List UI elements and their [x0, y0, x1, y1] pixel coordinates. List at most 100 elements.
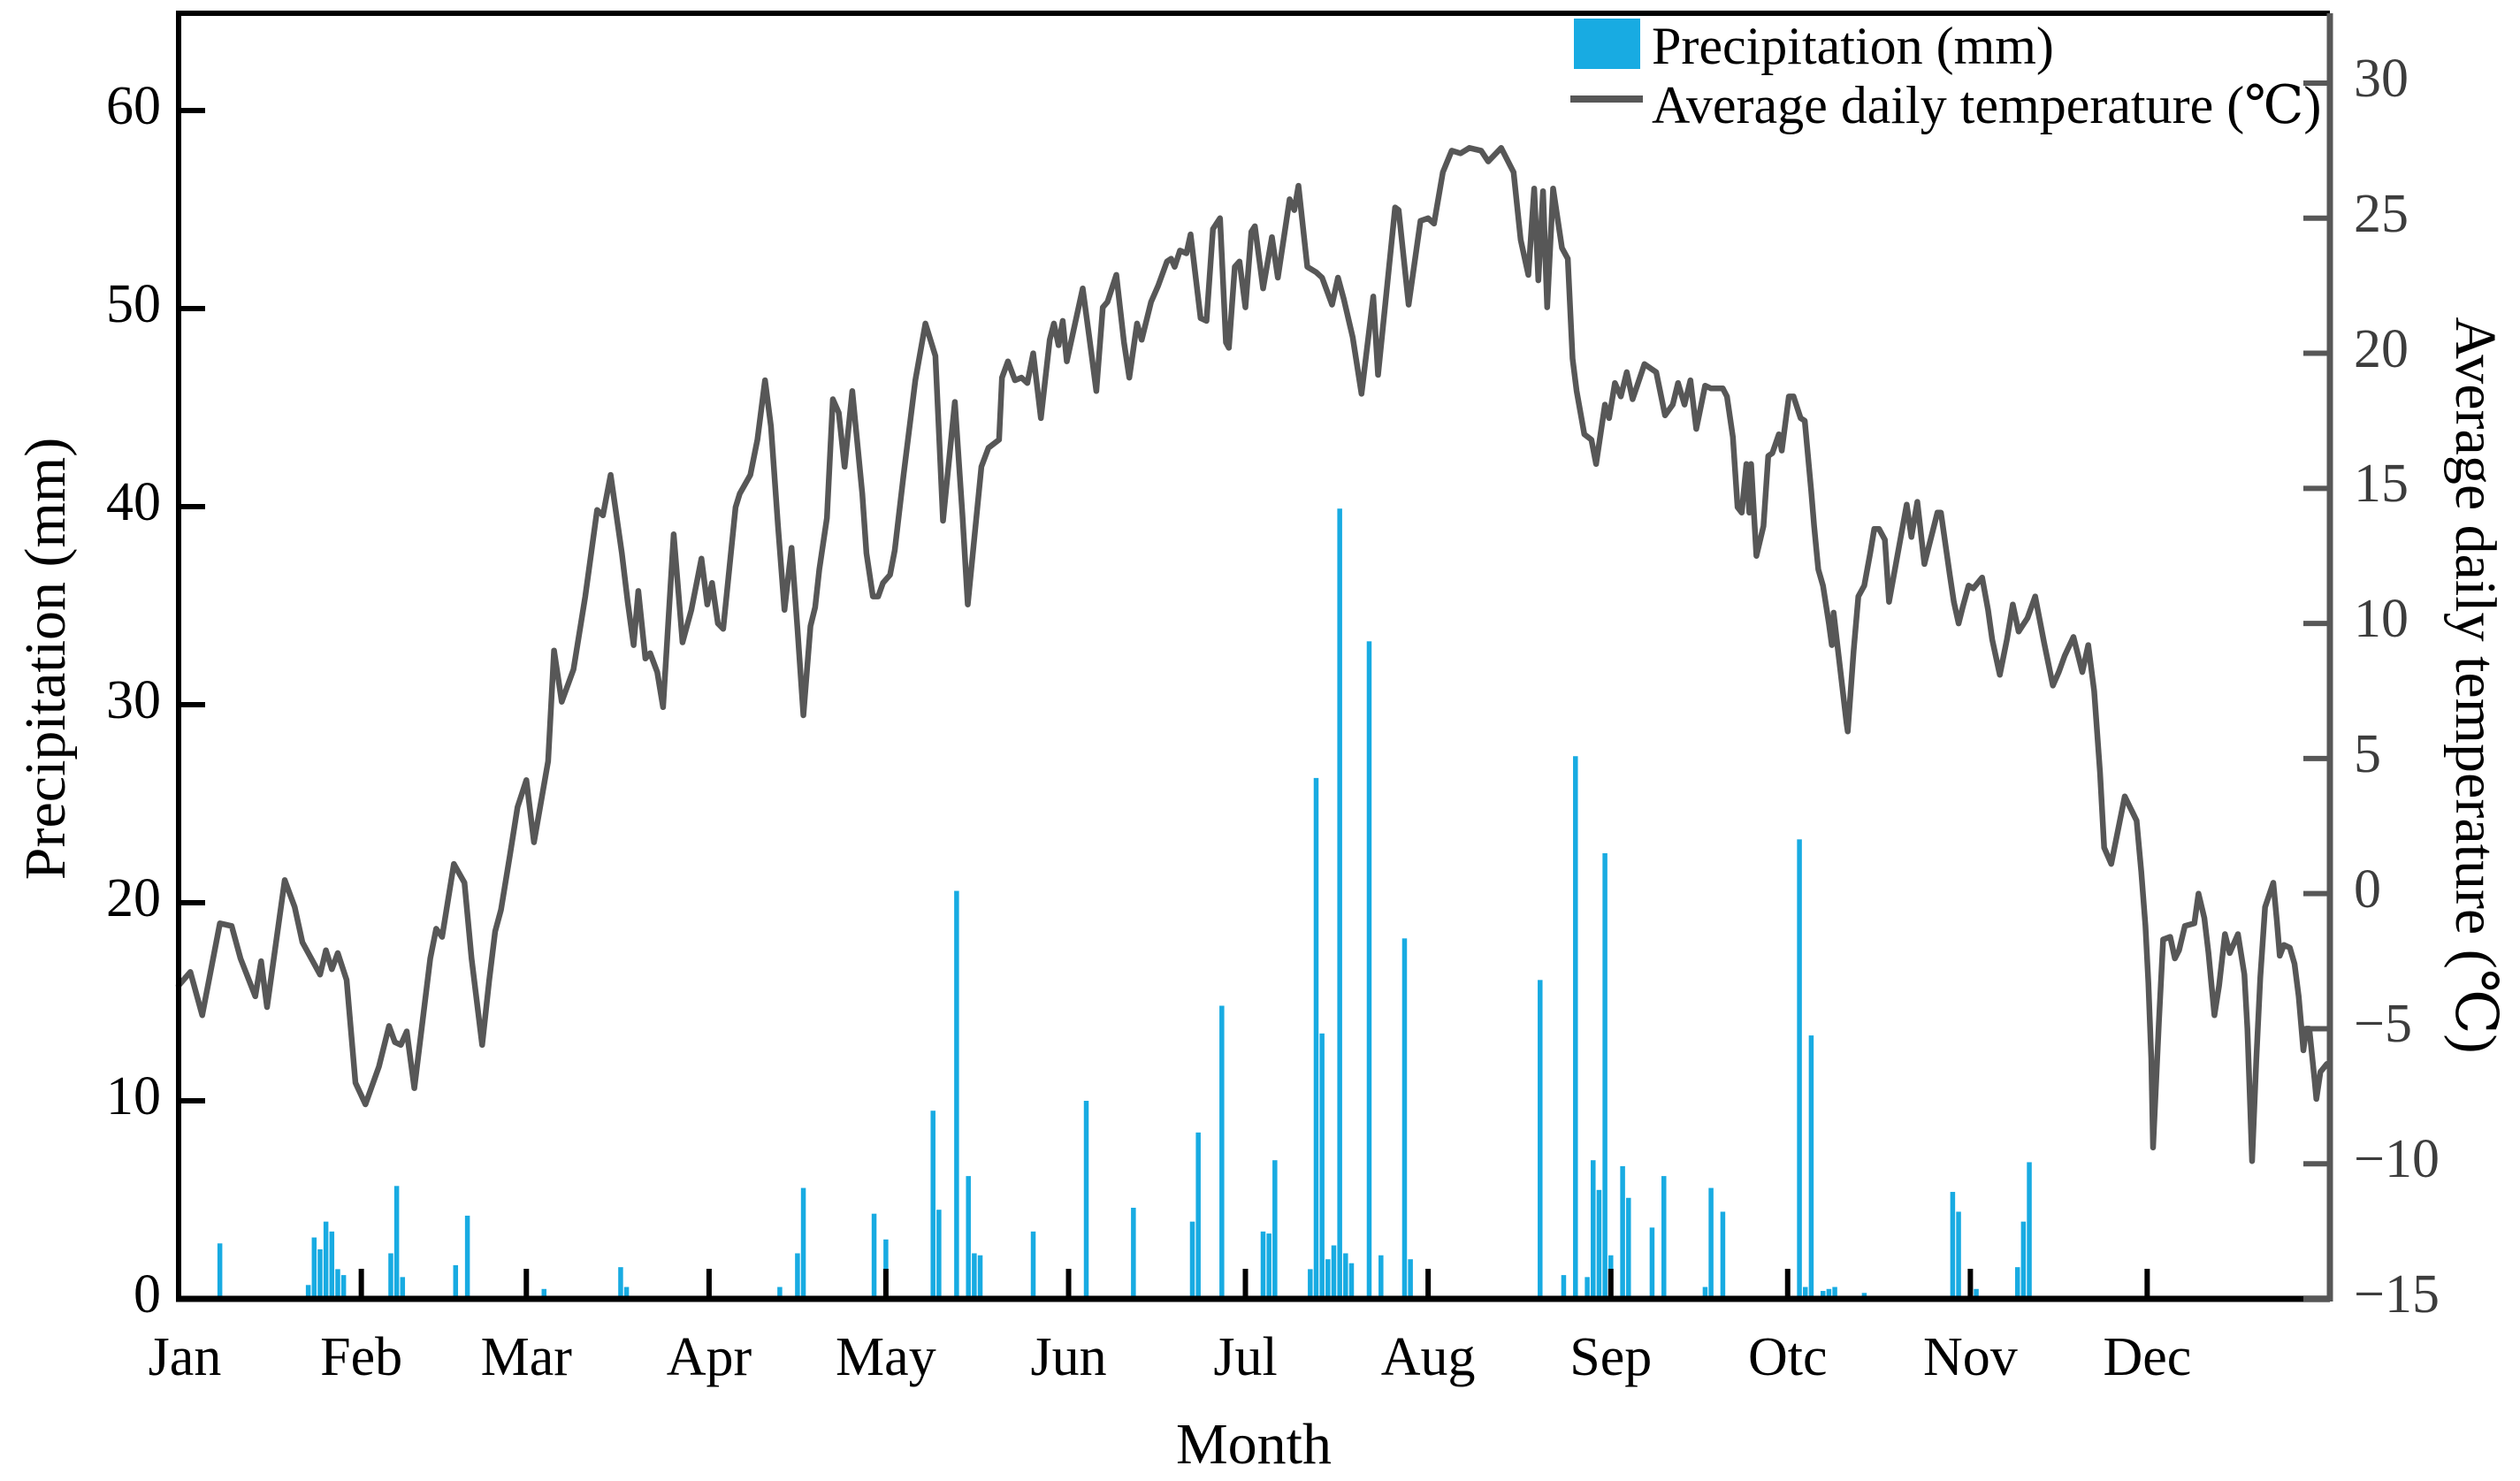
precip-bar [777, 1286, 783, 1299]
month-label-may: May [836, 1327, 936, 1387]
precip-bar [1956, 1211, 1961, 1299]
right-tick-label: 25 [2354, 183, 2409, 244]
precip-bar [1826, 1288, 1832, 1299]
precip-bar [453, 1264, 459, 1299]
precip-bar [217, 1243, 223, 1299]
precip-bar [1802, 1286, 1808, 1299]
right-tick-label: 30 [2354, 49, 2409, 109]
right-tick-label: −15 [2354, 1264, 2440, 1325]
precip-bar [340, 1275, 347, 1299]
month-label-sep: Sep [1569, 1327, 1653, 1387]
month-label-dec: Dec [2103, 1327, 2192, 1387]
precip-bar [323, 1221, 329, 1299]
precip-bar [1573, 756, 1578, 1299]
month-label-apr: Apr [666, 1327, 752, 1387]
precip-bar [1131, 1207, 1136, 1299]
precip-bar [618, 1267, 623, 1299]
precip-bar [1030, 1231, 1036, 1299]
precip-bar [329, 1231, 335, 1299]
precip-bar [335, 1269, 340, 1299]
right-tick-label: −5 [2354, 994, 2412, 1055]
right-tick-label: −10 [2354, 1129, 2440, 1190]
precip-bar [2027, 1162, 2032, 1299]
precip-bar [305, 1285, 311, 1299]
precip-bar [311, 1237, 317, 1299]
legend-swatch-precipitation [1574, 19, 1640, 69]
precip-bar [977, 1255, 983, 1299]
month-label-jul: Jul [1213, 1327, 1278, 1387]
precip-bar [1720, 1211, 1726, 1299]
precip-bar [1591, 1160, 1596, 1299]
precip-bar [1702, 1286, 1708, 1299]
right-tick-label: 5 [2354, 723, 2381, 784]
right-tick-label: 10 [2354, 589, 2409, 650]
precip-bar [2014, 1267, 2020, 1299]
precip-bar [1083, 1101, 1089, 1299]
precip-bar [954, 890, 959, 1299]
left-tick-label: 40 [106, 472, 161, 532]
precip-bar [1661, 1176, 1667, 1299]
precip-bar [1626, 1197, 1631, 1299]
precip-bar [1378, 1255, 1384, 1299]
right-tick-label: 20 [2354, 318, 2409, 379]
precip-bar [871, 1213, 877, 1299]
precip-bar [1219, 1005, 1225, 1299]
precip-bar [1832, 1286, 1837, 1299]
left-tick-label: 20 [106, 868, 161, 928]
precip-bar [795, 1253, 800, 1299]
precip-bar [1596, 1189, 1602, 1299]
precip-bar [1649, 1227, 1655, 1299]
precip-bar [1337, 508, 1342, 1299]
precip-bar [541, 1288, 547, 1299]
precip-bar [1308, 1269, 1313, 1299]
right-axis-title: Average daily temperature (℃) [2443, 317, 2508, 1054]
precip-bar [1366, 641, 1372, 1299]
precip-bar [1950, 1192, 1956, 1299]
precip-bar [1272, 1160, 1278, 1299]
precip-bar [1538, 980, 1543, 1299]
precip-bar [1266, 1233, 1271, 1299]
precip-bar [1820, 1291, 1826, 1299]
left-tick-label: 60 [106, 76, 161, 136]
x-axis-title: Month [1175, 1412, 1333, 1477]
precip-bar [1325, 1259, 1331, 1299]
precip-bar [930, 1111, 935, 1299]
precip-bar [388, 1253, 393, 1299]
precip-bar [393, 1186, 400, 1299]
precip-bar [1260, 1231, 1266, 1299]
precip-bar [1561, 1275, 1567, 1299]
precip-bar [1348, 1263, 1355, 1299]
precip-bar [1408, 1259, 1413, 1299]
right-tick-label: 0 [2354, 859, 2381, 920]
legend-label-precipitation: Precipitation (mm) [1652, 17, 2054, 75]
left-tick-label: 10 [106, 1066, 161, 1126]
precip-bar [1189, 1221, 1195, 1299]
precip-bar [966, 1176, 971, 1299]
left-tick-label: 0 [134, 1264, 161, 1325]
precip-bar [1620, 1165, 1625, 1299]
precip-bar [1602, 853, 1607, 1299]
precip-bar [1708, 1187, 1714, 1299]
month-label-jan: Jan [148, 1327, 222, 1387]
precip-bar [317, 1249, 323, 1299]
precip-bar [1797, 839, 1802, 1299]
month-label-feb: Feb [320, 1327, 403, 1387]
precip-bar [1401, 938, 1408, 1299]
right-tick-label: 15 [2354, 454, 2409, 515]
legend-label-temperature: Average daily temperature (℃) [1652, 76, 2322, 134]
month-label-aug: Aug [1380, 1327, 1476, 1387]
precip-bar [400, 1277, 406, 1299]
precip-bar [972, 1253, 977, 1299]
month-label-nov: Nov [1922, 1327, 2018, 1387]
precip-bar [1319, 1033, 1325, 1299]
precip-bar [1313, 777, 1319, 1299]
month-label-mar: Mar [480, 1327, 572, 1387]
precip-bar [2020, 1221, 2027, 1299]
month-label-jun: Jun [1030, 1327, 1107, 1387]
precip-bar [1343, 1253, 1348, 1299]
precip-bar [464, 1215, 470, 1299]
left-tick-label: 50 [106, 274, 161, 334]
month-label-otc: Otc [1747, 1327, 1828, 1387]
